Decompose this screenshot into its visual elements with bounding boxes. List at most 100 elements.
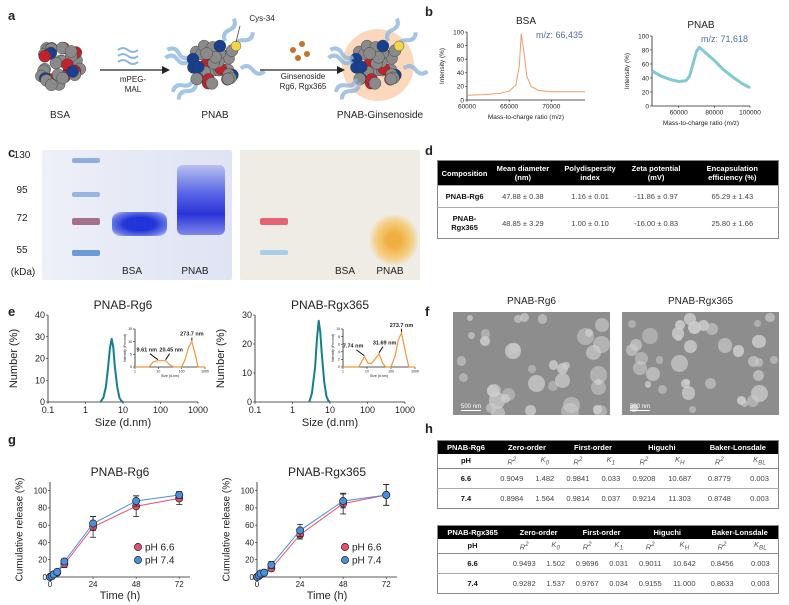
annotation-arrow	[165, 353, 170, 360]
y-axis-label: Number (%)	[215, 329, 227, 388]
amino-acid-sphere	[64, 45, 78, 58]
tem-image-rg6: 500 nm	[453, 312, 610, 415]
peg-chain-icon	[385, 17, 400, 42]
inset-intensity-line	[343, 330, 415, 368]
peg-chain-icon	[402, 64, 429, 76]
amino-acid-sphere	[221, 72, 235, 86]
x-tick-label: 10	[156, 370, 160, 374]
x-tick-label: 10	[365, 370, 369, 374]
annotation-arrow	[378, 346, 384, 353]
parameter-header: R2	[701, 539, 743, 554]
scale-bar: 500 nm	[461, 404, 482, 411]
cys34-pointer	[235, 25, 241, 43]
legend-marker	[341, 543, 349, 551]
table-cell: 6.6	[460, 473, 472, 483]
nanoparticle	[642, 328, 658, 344]
x-tick-label: 1	[83, 405, 88, 415]
table-cell: 1.16 ± 0.01	[554, 185, 626, 208]
nanoparticle	[684, 312, 696, 325]
y-tick-label: 20	[38, 556, 47, 565]
marker-130: 130	[13, 150, 31, 161]
inset-x-label: Size (d.nm)	[370, 374, 388, 378]
peak-label: 20.45 nm	[159, 348, 183, 354]
nanoparticle	[697, 319, 710, 331]
y-tick-label: 80	[457, 43, 465, 50]
data-point	[296, 526, 305, 535]
y-tick-label: 60	[38, 521, 47, 530]
lane-pnab: PNAB	[181, 266, 209, 277]
x-tick-label: 80000	[705, 110, 723, 117]
y-tick-label: 60	[642, 61, 650, 68]
nanoparticle	[467, 314, 474, 321]
chart-title: PNAB-Rg6	[94, 298, 153, 312]
nanoparticle	[688, 405, 697, 414]
table-cell: 25.80 ± 1.66	[686, 207, 779, 239]
nanoparticle	[593, 336, 610, 353]
nanoparticle	[754, 320, 762, 328]
amino-acid-sphere	[192, 60, 205, 74]
y-tick-label: 100	[34, 486, 48, 495]
table-row: 7.4 0.8984 1.564 0.9814 0.037 0.9214 11.303 0.8…	[437, 487, 779, 508]
table-cell: 0.8456	[710, 558, 734, 568]
panel-label-e: e	[8, 304, 16, 319]
y-tick-label: 40	[642, 75, 650, 82]
nanoparticle	[627, 320, 636, 329]
tem-image-rgx365: 500 nm	[622, 312, 779, 415]
amino-acid-sphere	[56, 71, 69, 85]
y-tick-label: 20	[457, 84, 465, 91]
x-tick-label: 100	[360, 405, 375, 415]
data-point	[267, 560, 276, 569]
x-tick-label: 24	[296, 580, 305, 589]
parameter-header: R2	[507, 539, 542, 554]
lane-bsa: BSA	[121, 266, 142, 277]
nanoparticle	[468, 332, 476, 340]
peg-chain-icon	[166, 46, 192, 61]
nanoparticle	[688, 320, 702, 334]
peak-label: 273.7 nm	[390, 323, 414, 329]
table-title: PNAB-Rg6	[437, 440, 494, 454]
y-tick-label: 4	[338, 350, 340, 354]
nanoparticle	[548, 360, 558, 370]
nanoparticle	[505, 343, 521, 359]
table-cell: 0.9282	[507, 572, 542, 593]
peg-chain-icon	[222, 17, 237, 42]
ginsenoside-molecule-icon	[290, 47, 296, 53]
amino-acid-sphere	[38, 50, 52, 63]
data-point	[132, 497, 141, 505]
y-tick-label: 100	[453, 29, 464, 36]
panel-label-c: c	[8, 145, 16, 160]
nanoparticle	[589, 366, 607, 384]
peg-chain-icon	[329, 46, 355, 61]
table-cell: 0.8984	[493, 487, 530, 508]
table-cell: 7.4	[437, 572, 508, 593]
table-cell: 0.9214	[626, 487, 662, 508]
model-header: Zero-order	[507, 525, 571, 539]
column-header: Composition	[437, 160, 492, 186]
nanoparticle	[751, 385, 769, 403]
peg-chain-icon	[239, 64, 266, 76]
y-tick-label: 60	[245, 521, 254, 530]
y-tick-label: 8	[338, 335, 340, 339]
y-tick-label: 20	[642, 89, 650, 96]
x-tick-label: 48	[132, 580, 141, 589]
nanoparticle	[670, 354, 689, 373]
y-tick-label: 0	[247, 397, 252, 407]
y-tick-label: 40	[245, 538, 254, 547]
inset-y-label: Intensity (Percent)	[331, 334, 335, 362]
x-axis-label: Time (h)	[307, 590, 348, 602]
y-tick-label: 20	[245, 556, 254, 565]
x-tick-label: 10	[118, 405, 128, 415]
y-tick-label: 0	[338, 365, 340, 369]
pnab-ginsenoside-label: PNAB-Ginsenoside	[336, 110, 424, 121]
x-tick-label: 60000	[670, 110, 688, 117]
table-cell: 0.9696	[575, 558, 599, 568]
parameter-header: R2	[626, 454, 662, 469]
x-tick-label: 1000	[188, 405, 208, 415]
nanoparticle	[704, 377, 716, 389]
nanoparticle	[500, 394, 510, 404]
amino-acid-sphere	[45, 78, 58, 92]
tem-title-rg6: PNAB-Rg6	[507, 296, 556, 307]
chart-title: PNAB-Rg6	[91, 465, 150, 479]
nanoparticle	[645, 366, 660, 381]
model-header: Baker-Lonsdale	[697, 440, 779, 454]
